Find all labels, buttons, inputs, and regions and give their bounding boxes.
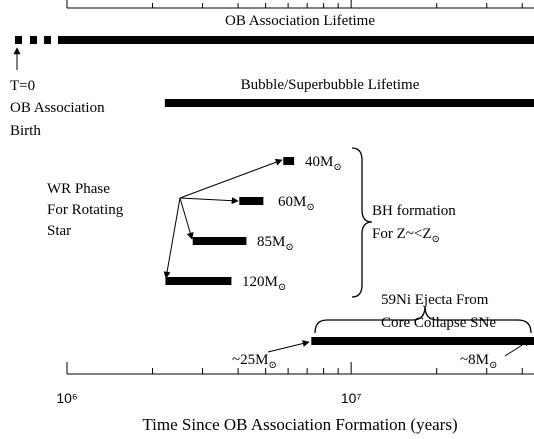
- annotation: WR Phase: [47, 181, 110, 197]
- annotation: For Rotating: [47, 202, 124, 218]
- annotation-text: ~25M: [232, 352, 268, 368]
- annotation: For Z~<Z⊙: [372, 226, 440, 245]
- bar: [283, 157, 295, 165]
- bar: [311, 337, 534, 345]
- annotation: Core Collapse SNe: [381, 315, 496, 331]
- bar: [67, 36, 534, 44]
- ni-brace: [314, 305, 532, 334]
- bar-label: OB Association Lifetime: [225, 13, 375, 29]
- annotation: OB Association: [10, 100, 105, 116]
- annotation-sub: ⊙: [489, 360, 497, 371]
- annotation-sub: ⊙: [268, 360, 276, 371]
- annotation-text: ~8M: [460, 352, 489, 368]
- x-tick-label: 10⁷: [341, 390, 362, 406]
- annotation-text: For Z~<Z: [372, 226, 432, 242]
- bar-label-text: 60M: [278, 194, 306, 210]
- bh-brace: [351, 147, 373, 298]
- wr-arrows: [163, 158, 283, 279]
- bar-label-sub: ⊙: [306, 202, 314, 213]
- x-axis-label: Time Since OB Association Formation (yea…: [142, 415, 457, 434]
- t0-dashes: [15, 36, 67, 44]
- bar-label: 40M⊙: [305, 154, 342, 173]
- annotation: BH formation: [372, 203, 456, 219]
- x-tick-label: 10⁶: [56, 390, 77, 406]
- bar-label: 60M⊙: [278, 194, 315, 213]
- bar-label-text: 120M: [242, 274, 278, 290]
- annotation: 59Ni Ejecta From: [381, 292, 489, 308]
- bar-label-text: OB Association Lifetime: [225, 13, 375, 29]
- bar-label-text: Bubble/Superbubble Lifetime: [241, 77, 420, 93]
- bar-label: 85M⊙: [257, 234, 294, 253]
- bar-label-sub: ⊙: [278, 282, 286, 293]
- annotation: Birth: [10, 123, 41, 139]
- bar: [239, 197, 264, 205]
- bar-label-text: 40M: [305, 154, 333, 170]
- annotation: T=0: [10, 78, 35, 94]
- bar-label-text: 85M: [257, 234, 285, 250]
- bar-label: 120M⊙: [242, 274, 286, 293]
- bar: [165, 277, 232, 285]
- bar-label-sub: ⊙: [285, 242, 293, 253]
- bar: [164, 99, 534, 107]
- m25-arrow: [267, 340, 310, 353]
- annotation: ~25M⊙: [232, 352, 277, 371]
- bar: [192, 237, 247, 245]
- annotation: ~8M⊙: [460, 352, 497, 371]
- annotation-sub: ⊙: [432, 234, 440, 245]
- bar-label-sub: ⊙: [333, 162, 341, 173]
- bar-label: Bubble/Superbubble Lifetime: [241, 77, 420, 93]
- annotation: Star: [47, 223, 71, 239]
